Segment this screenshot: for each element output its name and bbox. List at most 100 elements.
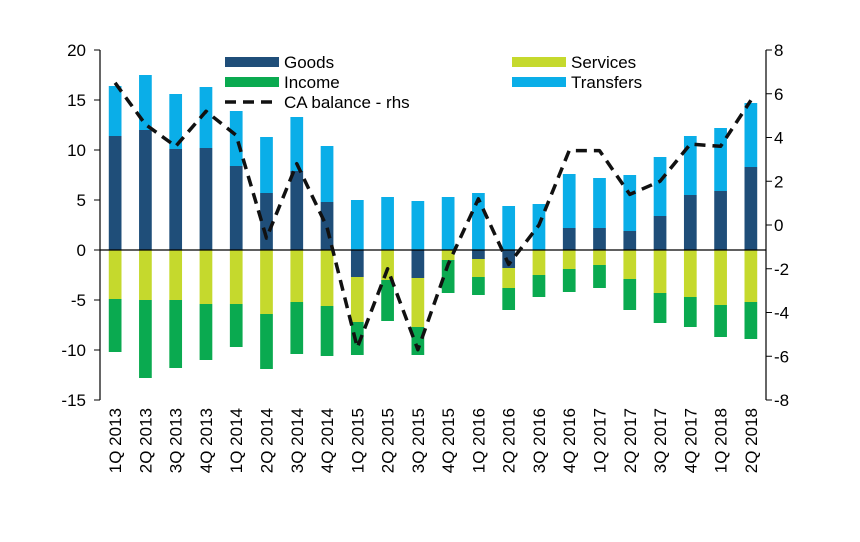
bar-services-1q-2016	[472, 259, 485, 277]
right-tick-label: -8	[774, 391, 789, 410]
x-tick-label-1q-2016: 1Q 2016	[469, 408, 488, 473]
bar-goods-3q-2015	[411, 250, 425, 278]
legend-label-ca-balance-rhs: CA balance - rhs	[284, 93, 410, 112]
axes-layer: -15 -10 -5 0 5 10 15 20 -8 -6 -4 -2 0 2 4 6 8 1Q 2013 2Q 2…	[61, 41, 789, 473]
bar-transfers-1q-2016	[472, 193, 485, 250]
bar-income-2q-2014	[260, 314, 273, 369]
bar-income-3q-2016	[532, 275, 546, 297]
right-tick-label: -6	[774, 347, 789, 366]
x-tick-label-3q-2017: 3Q 2017	[651, 408, 670, 473]
x-tick-label-2q-2014: 2Q 2014	[258, 408, 277, 473]
bar-services-3q-2017	[653, 250, 667, 293]
left-tick-label: -5	[71, 291, 86, 310]
bar-services-4q-2015	[441, 250, 455, 260]
right-tick-label: 0	[774, 216, 783, 235]
bar-income-4q-2016	[562, 269, 576, 292]
x-tick-label-2q-2015: 2Q 2015	[379, 408, 398, 473]
bar-transfers-2q-2013	[139, 75, 152, 130]
bar-income-2q-2013	[139, 300, 152, 378]
bar-services-2q-2018	[744, 250, 758, 302]
bar-goods-4q-2017	[683, 195, 697, 250]
x-tick-label-4q-2013: 4Q 2013	[197, 408, 216, 473]
bar-goods-1q-2014	[229, 166, 243, 250]
right-tick-label: 4	[774, 129, 783, 148]
legend-label-goods: Goods	[284, 53, 334, 72]
bar-transfers-3q-2014	[290, 117, 304, 171]
bar-services-1q-2018	[714, 250, 727, 305]
bar-services-1q-2014	[229, 250, 243, 304]
bar-transfers-4q-2015	[441, 197, 455, 250]
bar-transfers-3q-2017	[653, 157, 667, 216]
left-tick-label: 10	[67, 141, 86, 160]
right-tick-label: 8	[774, 41, 783, 60]
x-tick-label-3q-2016: 3Q 2016	[530, 408, 549, 473]
bar-income-1q-2018	[714, 305, 727, 337]
legend-swatch-goods	[225, 57, 279, 67]
bar-services-4q-2014	[320, 250, 334, 306]
bar-income-1q-2016	[472, 277, 485, 295]
bar-transfers-2q-2016	[502, 206, 516, 250]
bar-income-4q-2014	[320, 306, 334, 356]
bar-income-1q-2014	[229, 304, 243, 347]
x-tick-label-4q-2016: 4Q 2016	[560, 408, 579, 473]
bar-services-4q-2013	[199, 250, 213, 304]
bar-services-2q-2014	[260, 250, 273, 314]
x-tick-label-1q-2017: 1Q 2017	[591, 408, 610, 473]
bar-goods-1q-2017	[593, 228, 606, 250]
bar-goods-2q-2018	[744, 167, 758, 250]
bar-income-2q-2015	[381, 280, 394, 321]
bar-transfers-4q-2013	[199, 87, 213, 148]
bar-transfers-4q-2016	[562, 174, 576, 228]
bar-goods-1q-2013	[108, 136, 122, 250]
bar-income-3q-2015	[411, 327, 425, 355]
legend-swatch-services	[512, 57, 566, 67]
bar-transfers-3q-2015	[411, 201, 425, 250]
bar-income-1q-2013	[108, 299, 122, 352]
x-tick-label-2q-2016: 2Q 2016	[500, 408, 519, 473]
bar-services-4q-2016	[562, 250, 576, 269]
legend-swatch-income	[225, 77, 279, 87]
x-tick-label-1q-2015: 1Q 2015	[348, 408, 367, 473]
bar-services-2q-2016	[502, 268, 516, 288]
legend-item-goods: Goods	[225, 53, 334, 72]
left-tick-label: -10	[61, 341, 86, 360]
legend-item-ca-balance-rhs: CA balance - rhs	[225, 93, 410, 112]
bar-transfers-2q-2018	[744, 103, 758, 167]
bar-transfers-2q-2017	[623, 175, 637, 231]
line-layer	[113, 81, 753, 352]
bar-goods-2q-2014	[260, 193, 273, 250]
bar-services-2q-2013	[139, 250, 152, 300]
bar-services-1q-2013	[108, 250, 122, 299]
bar-income-1q-2015	[350, 322, 364, 355]
legend-swatch-transfers	[512, 77, 566, 87]
bar-income-1q-2017	[593, 265, 606, 288]
x-tick-label-3q-2014: 3Q 2014	[288, 408, 307, 473]
bar-services-2q-2017	[623, 250, 637, 279]
bar-goods-2q-2016	[502, 250, 516, 268]
legend-item-income: Income	[225, 73, 340, 92]
bar-transfers-1q-2018	[714, 128, 727, 191]
x-tick-label-1q-2018: 1Q 2018	[712, 408, 731, 473]
right-tick-label: 6	[774, 85, 783, 104]
legend-label-services: Services	[571, 53, 636, 72]
legend-label-income: Income	[284, 73, 340, 92]
bar-goods-1q-2015	[350, 250, 364, 277]
bar-income-3q-2017	[653, 293, 667, 323]
bar-services-3q-2014	[290, 250, 304, 302]
legend-item-transfers: Transfers	[512, 73, 642, 92]
right-tick-label: -4	[774, 304, 789, 323]
bar-services-1q-2015	[350, 277, 364, 322]
legend-label-transfers: Transfers	[571, 73, 642, 92]
bar-goods-2q-2013	[139, 130, 152, 250]
left-tick-label: 5	[77, 191, 86, 210]
bar-transfers-2q-2014	[260, 137, 273, 193]
legend: Goods Services Income Transfers CA balance -…	[225, 53, 642, 112]
bar-income-2q-2016	[502, 288, 516, 310]
bar-services-3q-2013	[169, 250, 183, 300]
x-tick-label-4q-2015: 4Q 2015	[439, 408, 458, 473]
bar-transfers-1q-2017	[593, 178, 606, 228]
left-tick-label: 15	[67, 91, 86, 110]
ca-balance-line	[113, 81, 753, 352]
bar-goods-1q-2018	[714, 191, 727, 250]
